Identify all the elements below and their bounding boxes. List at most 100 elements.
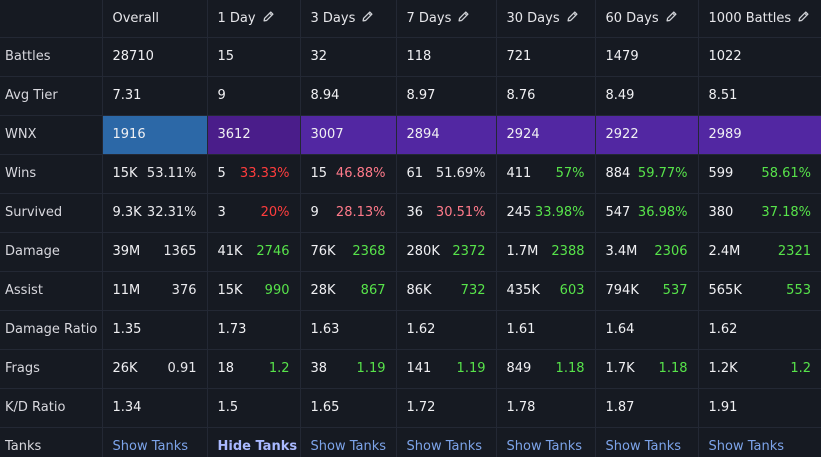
row-label: Wins [5, 166, 37, 181]
row-avg-tier: Avg Tier 7.31 9 8.94 8.97 8.76 8.49 8.51 [0, 76, 821, 115]
damage-ratio-cell-overall: 1.35 [101, 310, 207, 349]
row-label: K/D Ratio [5, 400, 66, 415]
wnx-cell-1000-battles: 2989 [697, 115, 821, 154]
cell-value: 28K [310, 283, 336, 298]
cell-value: 15 [217, 49, 235, 64]
cell-value: 1.7K [605, 361, 635, 376]
frags-cell-1-day: 18 1.2 [206, 349, 300, 388]
survived-cell-60-days: 547 36.98% [594, 193, 698, 232]
row-label: Survived [5, 205, 63, 220]
avg-tier-cell-60-days: 8.49 [594, 76, 698, 115]
cell-subvalue: 57% [555, 166, 585, 181]
k-d-ratio-cell-1-day: 1.5 [206, 388, 300, 427]
tanks-cell-overall: Show Tanks [101, 427, 207, 457]
cell-value: 2.4M [708, 244, 741, 259]
wins-cell-7-days: 61 51.69% [395, 154, 496, 193]
avg-tier-cell-30-days: 8.76 [495, 76, 595, 115]
cell-value: 1.34 [112, 400, 142, 415]
pencil-icon[interactable] [263, 11, 274, 25]
cell-value: 2894 [406, 127, 440, 142]
wins-cell-1-day: 5 33.33% [206, 154, 300, 193]
cell-subvalue: 0.91 [167, 361, 197, 376]
avg-tier-cell-3-days: 8.94 [299, 76, 396, 115]
hide-tanks-link[interactable]: Hide Tanks [217, 439, 298, 455]
cell-value: 9 [217, 88, 226, 103]
row-battles: Battles 28710 15 32 118 721 1479 1022 [0, 37, 821, 76]
cell-value: 1.61 [506, 322, 536, 337]
cell-value: 38 [310, 361, 328, 376]
pencil-icon[interactable] [798, 11, 809, 25]
column-header-label: Overall [112, 10, 159, 26]
cell-subvalue: 1.2 [268, 361, 290, 376]
damage-cell-1000-battles: 2.4M 2321 [697, 232, 821, 271]
header-row: Overall 1 Day 3 Days 7 Days 30 Days 60 Days 10… [0, 0, 821, 37]
cell-value: 2922 [605, 127, 639, 142]
cell-value: 565K [708, 283, 742, 298]
cell-value: 15K [217, 283, 243, 298]
row-label: Battles [5, 49, 51, 64]
battles-cell-overall: 28710 [101, 37, 207, 76]
cell-value: 8.49 [605, 88, 635, 103]
column-header-60-days: 60 Days [594, 0, 698, 37]
column-header-label: 1000 Battles [708, 10, 792, 26]
assist-cell-1000-battles: 565K 553 [697, 271, 821, 310]
cell-value: 884 [605, 166, 631, 181]
cell-subvalue: 53.11% [146, 166, 197, 181]
pencil-icon[interactable] [362, 11, 373, 25]
cell-subvalue: 2321 [777, 244, 811, 259]
cell-value: 1.73 [217, 322, 247, 337]
battles-cell-3-days: 32 [299, 37, 396, 76]
column-header-1-day: 1 Day [206, 0, 300, 37]
cell-value: 9 [310, 205, 319, 220]
cell-subvalue: 990 [264, 283, 290, 298]
assist-cell-7-days: 86K 732 [395, 271, 496, 310]
show-tanks-link[interactable]: Show Tanks [605, 439, 682, 455]
survived-cell-1000-battles: 380 37.18% [697, 193, 821, 232]
cell-subvalue: 2306 [654, 244, 688, 259]
cell-value: 1.62 [708, 322, 738, 337]
tanks-cell-60-days: Show Tanks [594, 427, 698, 457]
wnx-cell-overall: 1916 [101, 115, 207, 154]
cell-subvalue: 1.18 [658, 361, 688, 376]
avg-tier-cell-7-days: 8.97 [395, 76, 496, 115]
cell-value: 1.35 [112, 322, 142, 337]
avg-tier-cell-1000-battles: 8.51 [697, 76, 821, 115]
cell-value: 411 [506, 166, 532, 181]
cell-value: 8.76 [506, 88, 536, 103]
row-survived: Survived 9.3K 32.31% 3 20% 9 28.13% 36 30.51% 245… [0, 193, 821, 232]
cell-value: 1.5 [217, 400, 239, 415]
cell-value: 1.64 [605, 322, 635, 337]
pencil-icon[interactable] [666, 11, 677, 25]
cell-value: 1.2K [708, 361, 738, 376]
column-header-3-days: 3 Days [299, 0, 396, 37]
frags-cell-30-days: 849 1.18 [495, 349, 595, 388]
pencil-icon[interactable] [458, 11, 469, 25]
wnx-cell-7-days: 2894 [395, 115, 496, 154]
show-tanks-link[interactable]: Show Tanks [310, 439, 387, 455]
cell-subvalue: 20% [260, 205, 290, 220]
cell-subvalue: 2388 [551, 244, 585, 259]
show-tanks-link[interactable]: Show Tanks [406, 439, 483, 455]
assist-cell-1-day: 15K 990 [206, 271, 300, 310]
k-d-ratio-cell-60-days: 1.87 [594, 388, 698, 427]
cell-subvalue: 2746 [256, 244, 290, 259]
damage-ratio-cell-1-day: 1.73 [206, 310, 300, 349]
cell-value: 39M [112, 244, 141, 259]
cell-value: 1479 [605, 49, 639, 64]
damage-ratio-cell-1000-battles: 1.62 [697, 310, 821, 349]
cell-value: 1.78 [506, 400, 536, 415]
cell-subvalue: 46.88% [335, 166, 386, 181]
cell-value: 3612 [217, 127, 251, 142]
cell-value: 280K [406, 244, 440, 259]
cell-subvalue: 51.69% [435, 166, 486, 181]
cell-value: 2989 [708, 127, 742, 142]
row-damage: Damage 39M 1365 41K 2746 76K 2368 280K 2372 1.7M 2… [0, 232, 821, 271]
k-d-ratio-cell-3-days: 1.65 [299, 388, 396, 427]
cell-value: 15K [112, 166, 138, 181]
cell-value: 118 [406, 49, 432, 64]
show-tanks-link[interactable]: Show Tanks [506, 439, 583, 455]
show-tanks-link[interactable]: Show Tanks [708, 439, 785, 455]
pencil-icon[interactable] [567, 11, 578, 25]
show-tanks-link[interactable]: Show Tanks [112, 439, 189, 455]
